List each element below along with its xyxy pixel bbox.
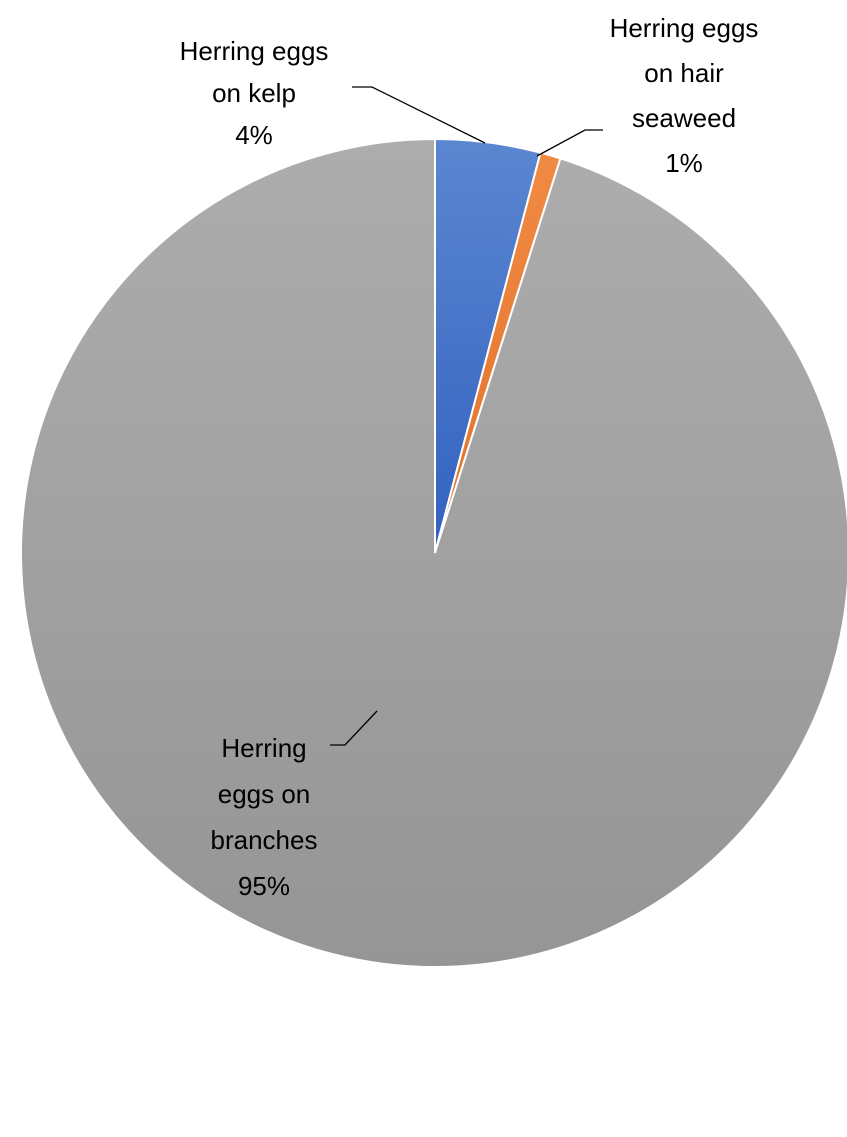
data-label-2: Herring eggs on branches 95% — [211, 733, 318, 901]
leader-line-0 — [352, 86, 486, 144]
data-label-2-line-1: eggs on — [218, 779, 311, 809]
data-label-1-line-1: on hair — [644, 58, 724, 88]
data-labels: Herring eggs on kelp 4% Herring eggs on hair… — [180, 13, 759, 901]
leader-line-1 — [536, 129, 603, 157]
data-label-1-line-2: seaweed — [632, 103, 736, 133]
data-label-0-line-1: on kelp — [212, 78, 296, 108]
data-label-0: Herring eggs on kelp 4% — [180, 36, 329, 150]
data-label-2-line-2: branches — [211, 825, 318, 855]
data-label-0-line-0: Herring eggs — [180, 36, 329, 66]
pie-slices — [20, 137, 847, 968]
data-label-2-line-3: 95% — [238, 871, 290, 901]
data-label-2-line-0: Herring — [221, 733, 306, 763]
data-label-1: Herring eggs on hair seaweed 1% — [610, 13, 759, 178]
leader-lines — [330, 86, 603, 746]
data-label-1-line-0: Herring eggs — [610, 13, 759, 43]
data-label-0-line-2: 4% — [235, 120, 273, 150]
pie-slice-2 — [20, 137, 847, 968]
data-label-1-line-3: 1% — [665, 148, 703, 178]
leader-line-2 — [330, 710, 378, 746]
